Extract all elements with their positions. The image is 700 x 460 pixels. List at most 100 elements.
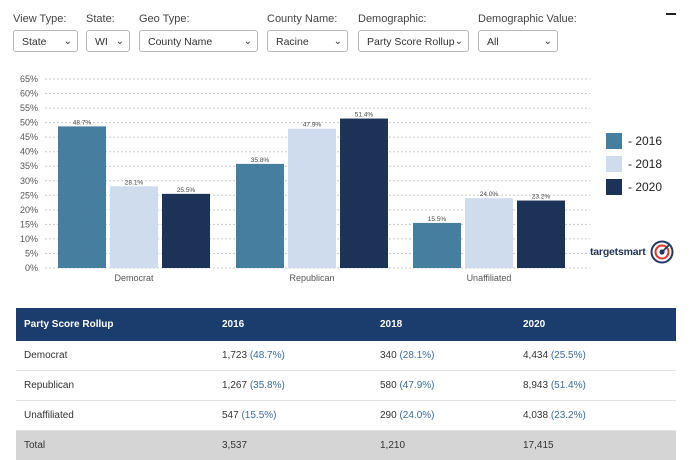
legend-swatch [606,179,622,195]
header-2020: 2020 [515,308,676,341]
filter-state: State: WI ⌄ [86,12,130,52]
table-row: Republican 1,267 (35.8%) 580 (47.9%) 8,9… [16,371,676,401]
bar-democrat-2020 [162,194,210,268]
percent: (23.2%) [551,410,586,421]
percent: (15.5%) [241,410,276,421]
count: 4,434 [523,350,548,361]
header-party-score-rollup: Party Score Rollup [16,308,214,341]
chevron-down-icon: ⌄ [64,31,72,53]
cell-2020: 4,434 (25.5%) [515,341,676,371]
percent: (48.7%) [250,350,285,361]
percent: (47.9%) [399,380,434,391]
y-tick-label: 55% [20,103,38,113]
y-tick-label: 25% [20,190,38,200]
select-value: State [22,36,47,48]
collapse-icon[interactable] [666,13,676,15]
targetsmart-logo: targetsmart [590,240,674,264]
data-label: 15.5% [428,216,447,223]
table-header-row: Party Score Rollup 2016 2018 2020 [16,308,676,341]
percent: (35.8%) [250,380,285,391]
target-icon [650,240,674,264]
data-label: 48.7% [73,119,92,126]
bar-republican-2018 [288,129,336,268]
chevron-down-icon: ⌄ [244,31,252,53]
cell-2020: 4,038 (23.2%) [515,401,676,431]
filter-label: Demographic Value: [478,12,577,26]
total-label: Total [16,431,214,460]
table-row: Democrat 1,723 (48.7%) 340 (28.1%) 4,434… [16,341,676,371]
state-select[interactable]: WI ⌄ [86,30,130,52]
y-tick-label: 30% [20,176,38,186]
filter-label: County Name: [267,12,348,26]
percent: (51.4%) [551,380,586,391]
data-label: 25.5% [177,187,196,194]
count: 547 [222,410,239,421]
count: 1,267 [222,380,247,391]
row-label: Republican [16,371,214,401]
cell-2020: 8,943 (51.4%) [515,371,676,401]
legend-label: - 2016 [628,134,662,148]
legend-label: - 2020 [628,180,662,194]
cell-2018: 580 (47.9%) [372,371,515,401]
cell-2016: 1,723 (48.7%) [214,341,372,371]
row-label: Unaffiliated [16,401,214,431]
filter-demographic: Demographic: Party Score Rollup ⌄ [358,12,469,52]
data-label: 23.2% [532,194,551,201]
total-2016: 3,537 [214,431,372,460]
bar-chart: 65%60%55%50%45%40%35%30%25%20%15%10%5%0%… [0,65,590,290]
data-label: 28.1% [125,179,144,186]
filter-label: State: [86,12,130,26]
cell-2016: 1,267 (35.8%) [214,371,372,401]
chevron-down-icon: ⌄ [544,31,552,53]
total-2020: 17,415 [515,431,676,460]
header-2016: 2016 [214,308,372,341]
select-value: All [487,36,499,48]
chart-legend: - 2016 - 2018 - 2020 [606,130,662,199]
data-label: 47.9% [303,122,322,129]
chevron-down-icon: ⌄ [455,31,463,53]
data-label: 35.8% [251,157,270,164]
bar-unaffiliated-2020 [517,201,565,268]
select-value: County Name [148,36,212,48]
y-tick-label: 45% [20,132,38,142]
filter-label: Demographic: [358,12,469,26]
total-2018: 1,210 [372,431,515,460]
bar-republican-2020 [340,119,388,268]
y-tick-label: 15% [20,219,38,229]
select-value: WI [95,36,108,48]
bar-democrat-2018 [110,186,158,268]
filter-demographic-value: Demographic Value: All ⌄ [478,12,577,52]
y-tick-label: 0% [25,263,38,273]
filter-bar: View Type: State ⌄ State: WI ⌄ Geo Type:… [0,0,700,60]
count: 1,723 [222,350,247,361]
row-label: Democrat [16,341,214,371]
demographic-select[interactable]: Party Score Rollup ⌄ [358,30,469,52]
bar-unaffiliated-2016 [413,223,461,268]
percent: (28.1%) [399,350,434,361]
view-type-select[interactable]: State ⌄ [13,30,78,52]
legend-item-2016: - 2016 [606,130,662,152]
count: 290 [380,410,397,421]
county-name-select[interactable]: Racine ⌄ [267,30,348,52]
demographic-value-select[interactable]: All ⌄ [478,30,558,52]
count: 340 [380,350,397,361]
bar-republican-2016 [236,164,284,268]
data-label: 51.4% [355,112,374,119]
table-total-row: Total 3,537 1,210 17,415 [16,431,676,460]
data-label: 24.0% [480,191,499,198]
count: 4,038 [523,410,548,421]
cell-2018: 290 (24.0%) [372,401,515,431]
percent: (24.0%) [399,410,434,421]
filter-geo-type: Geo Type: County Name ⌄ [139,12,258,52]
y-tick-label: 65% [20,74,38,84]
brand-name: targetsmart [590,246,646,258]
geo-type-select[interactable]: County Name ⌄ [139,30,258,52]
legend-label: - 2018 [628,157,662,171]
chevron-down-icon: ⌄ [334,31,342,53]
y-tick-label: 20% [20,205,38,215]
y-tick-label: 35% [20,161,38,171]
party-score-table: Party Score Rollup 2016 2018 2020 Democr… [16,308,676,460]
select-value: Racine [276,36,309,48]
count: 580 [380,380,397,391]
legend-swatch [606,133,622,149]
